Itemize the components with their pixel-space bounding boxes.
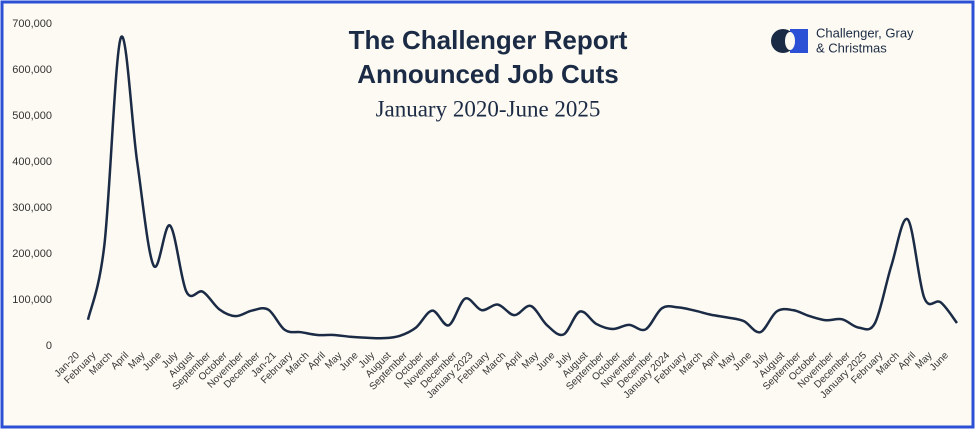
y-tick-label: 200,000 xyxy=(12,248,52,260)
y-tick-label: 100,000 xyxy=(12,294,52,306)
logo-mark xyxy=(785,32,795,50)
logo-text: Challenger, Gray xyxy=(816,25,914,40)
logo-text: & Christmas xyxy=(816,40,887,55)
chart-subtitle: January 2020-June 2025 xyxy=(376,96,601,121)
logo: Challenger, Gray & Christmas xyxy=(771,25,914,55)
y-tick-label: 300,000 xyxy=(12,202,52,214)
logo-mark xyxy=(790,29,808,53)
y-tick-label: 600,000 xyxy=(12,64,52,76)
chart-title: The Challenger Report xyxy=(349,25,628,55)
y-tick-label: 500,000 xyxy=(12,110,52,122)
series-line xyxy=(86,35,958,340)
y-tick-label: 400,000 xyxy=(12,156,52,168)
y-tick-label: 0 xyxy=(46,340,52,352)
chart-title: Announced Job Cuts xyxy=(357,59,618,89)
y-tick-label: 700,000 xyxy=(12,18,52,30)
